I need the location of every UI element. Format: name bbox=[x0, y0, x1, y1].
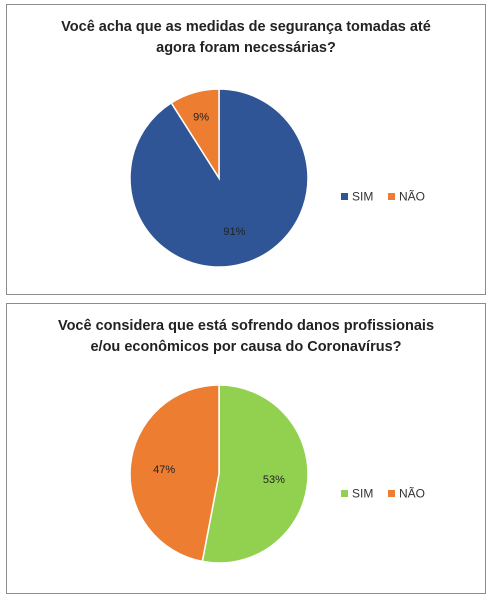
legend-label-sim: SIM bbox=[352, 487, 373, 501]
chart-panel-professional-damage: Você considera que está sofrendo danos p… bbox=[6, 303, 486, 594]
legend-item-sim: SIM bbox=[341, 487, 373, 501]
legend-swatch-sim bbox=[341, 490, 348, 497]
pie-chart-professional-damage: 53% 47% SIM NÃO bbox=[129, 384, 425, 564]
chart-panel-security-measures: Você acha que as medidas de segurança to… bbox=[6, 4, 486, 295]
chart-title-line-2: agora foram necessárias? bbox=[156, 40, 336, 56]
slice-label-não: 9% bbox=[193, 112, 209, 124]
chart-title: Você considera que está sofrendo danos p… bbox=[7, 316, 485, 358]
legend-label-sim: SIM bbox=[352, 190, 373, 204]
legend-swatch-não bbox=[388, 490, 395, 497]
chart-title-line-1: Você considera que está sofrendo danos p… bbox=[57, 318, 435, 334]
legend-item-não: NÃO bbox=[388, 487, 425, 501]
pie-slice-sim bbox=[201, 384, 309, 564]
legend-item-não: NÃO bbox=[388, 190, 425, 204]
legend-swatch-não bbox=[388, 193, 395, 200]
pie-chart-security-measures: 91% 9% SIM NÃO bbox=[129, 88, 425, 268]
legend-swatch-sim bbox=[341, 193, 348, 200]
chart-title-line-1: Você acha que as medidas de segurança to… bbox=[61, 19, 431, 35]
slice-label-sim: 53% bbox=[263, 474, 285, 486]
chart-title: Você acha que as medidas de segurança to… bbox=[7, 17, 485, 59]
slice-label-não: 47% bbox=[153, 464, 175, 476]
chart-title-line-2: e/ou econômicos por causa do Coronavírus… bbox=[90, 339, 402, 355]
slice-label-sim: 91% bbox=[223, 226, 245, 238]
pie-slice-não bbox=[170, 88, 220, 181]
legend-label-não: NÃO bbox=[399, 487, 425, 501]
legend-label-não: NÃO bbox=[399, 190, 425, 204]
pie-slice-não bbox=[129, 384, 220, 563]
legend-item-sim: SIM bbox=[341, 190, 373, 204]
